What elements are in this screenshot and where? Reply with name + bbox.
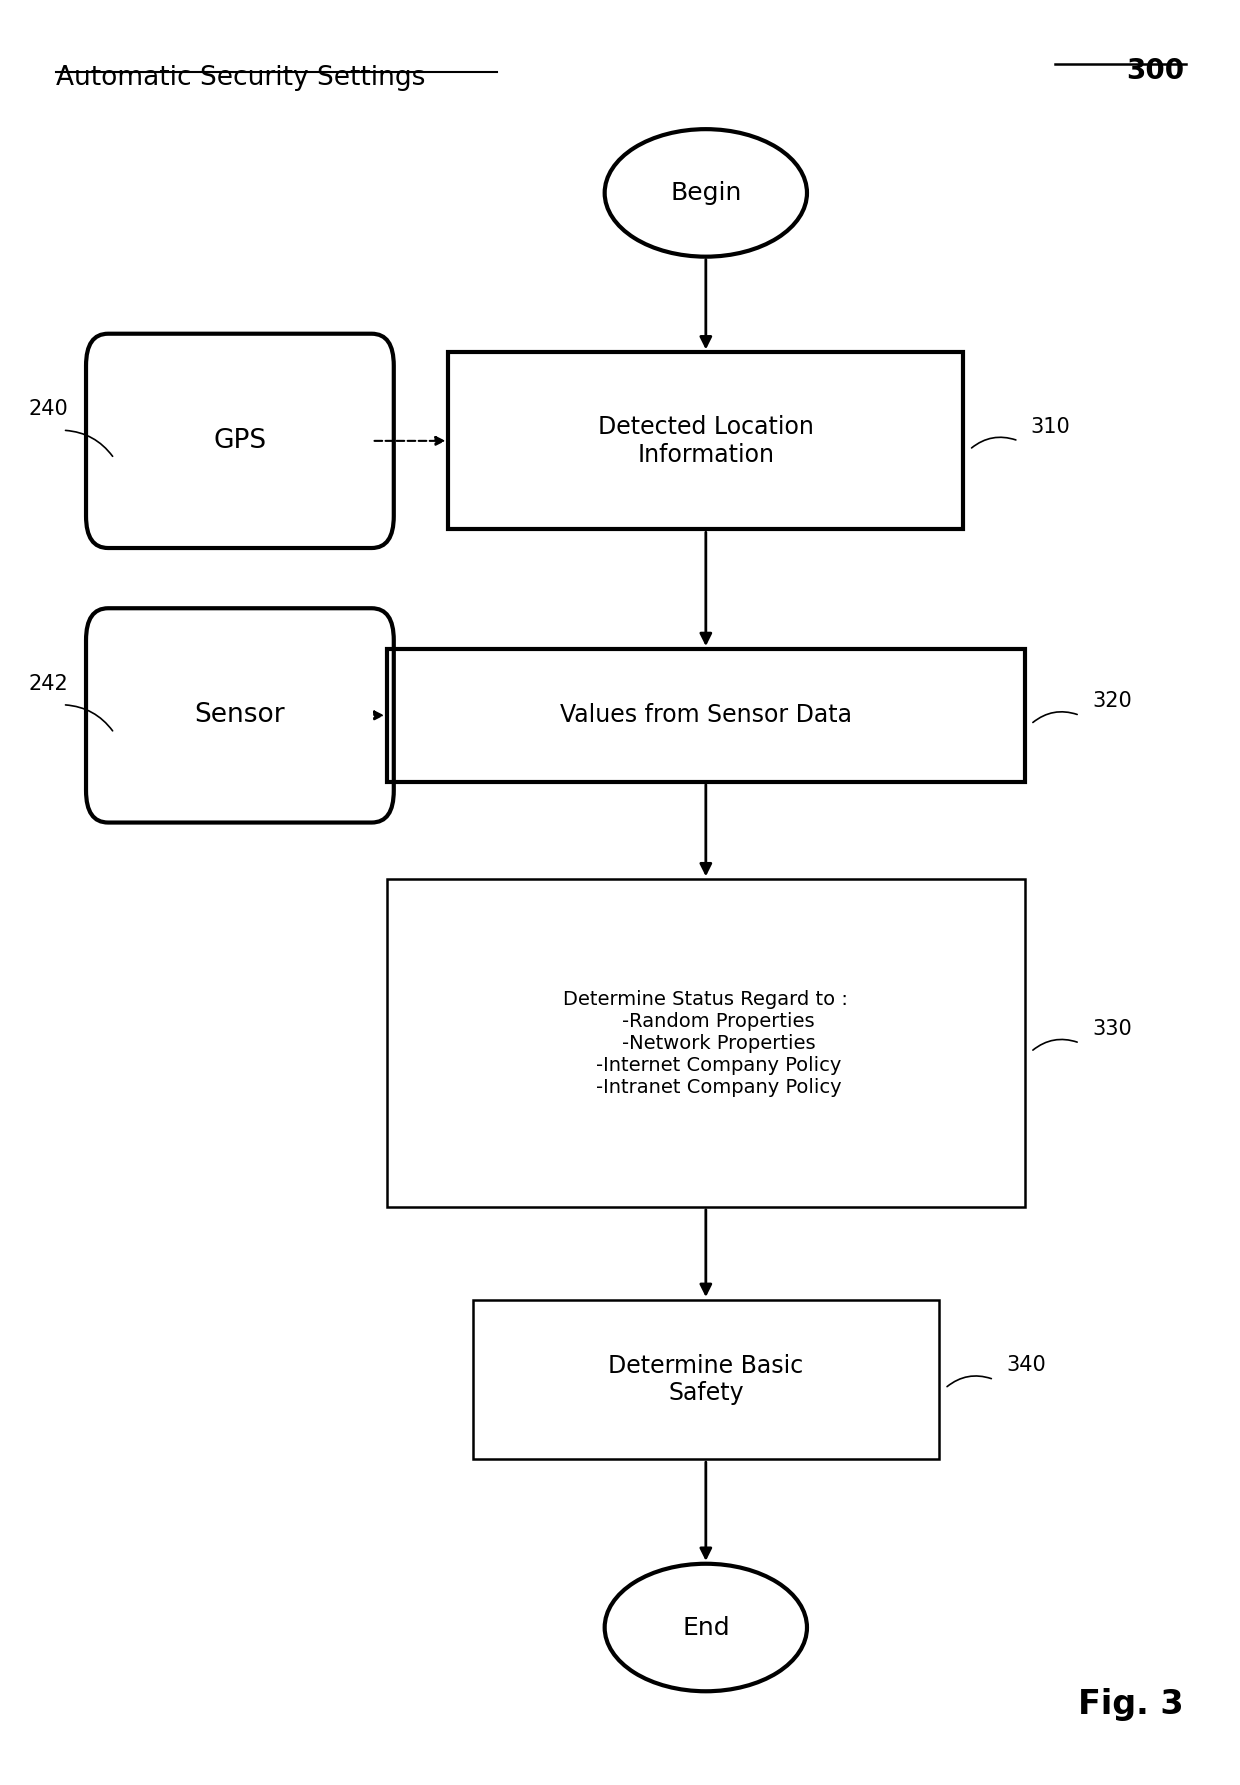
Text: Determine Basic
Safety: Determine Basic Safety	[608, 1353, 804, 1405]
Text: Determine Status Regard to :
    -Random Properties
    -Network Properties
    : Determine Status Regard to : -Random Pro…	[563, 989, 848, 1096]
Text: 240: 240	[29, 400, 68, 419]
Text: 340: 340	[1006, 1355, 1047, 1376]
Text: End: End	[682, 1615, 729, 1639]
Text: Values from Sensor Data: Values from Sensor Data	[559, 703, 852, 728]
Text: Begin: Begin	[670, 180, 742, 205]
Text: 300: 300	[1126, 57, 1184, 84]
Text: 242: 242	[29, 673, 68, 694]
Text: Detected Location
Information: Detected Location Information	[598, 414, 813, 466]
Text: Fig. 3: Fig. 3	[1079, 1689, 1184, 1721]
Text: Automatic Security Settings: Automatic Security Settings	[56, 66, 425, 91]
Text: GPS: GPS	[213, 428, 267, 453]
Text: 330: 330	[1092, 1019, 1132, 1039]
Text: Sensor: Sensor	[195, 702, 285, 728]
Text: 320: 320	[1092, 691, 1132, 710]
Text: 310: 310	[1030, 416, 1070, 437]
